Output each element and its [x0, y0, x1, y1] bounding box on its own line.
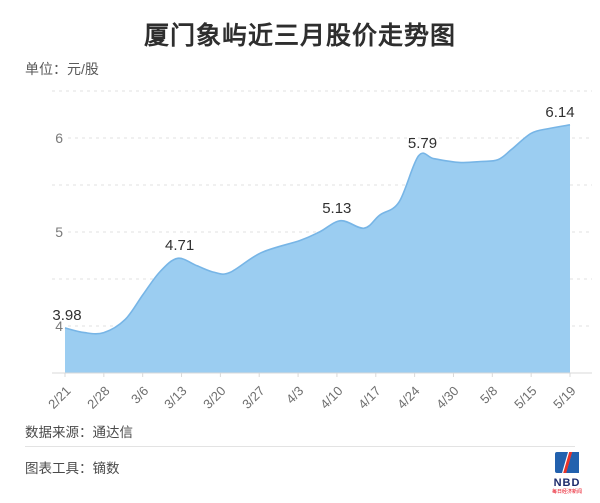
x-axis-label: 5/15: [510, 383, 540, 412]
x-axis-label: 2/21: [44, 383, 74, 412]
x-axis-label: 4/17: [355, 383, 385, 412]
x-axis-label: 4/24: [394, 383, 423, 412]
x-axis-label: 2/28: [83, 383, 113, 412]
x-axis-label: 3/6: [127, 383, 151, 407]
data-source-label: 数据来源：通达信: [25, 425, 133, 440]
y-axis-label: 6: [55, 130, 63, 146]
y-axis-label: 4: [55, 318, 63, 334]
data-point-label: 5.79: [407, 134, 438, 152]
nbd-logo-icon: [555, 452, 579, 473]
footer-divider: [25, 446, 575, 447]
x-axis-label: 3/20: [200, 383, 229, 412]
y-axis-label: 5: [55, 224, 63, 240]
x-axis-label: 3/27: [239, 383, 268, 412]
x-axis-label: 4/3: [282, 383, 307, 407]
chart-tool-label: 图表工具：镝数: [25, 461, 120, 476]
nbd-logo: NBD 每日经济新闻: [550, 452, 584, 495]
x-axis-label: 4/30: [433, 383, 462, 412]
nbd-logo-subtext: 每日经济新闻: [551, 489, 582, 495]
area-fill: [65, 124, 570, 373]
data-point-label: 4.71: [165, 237, 195, 255]
x-axis-label: 4/10: [316, 383, 346, 412]
nbd-logo-text: NBD: [553, 477, 581, 489]
data-point-label: 5.13: [322, 199, 352, 217]
x-axis-label: 3/13: [161, 383, 190, 412]
x-axis-label: 5/19: [549, 383, 579, 412]
data-point-label: 6.14: [545, 103, 575, 121]
unit-label: 单位：元/股: [25, 61, 99, 77]
chart-title: 厦门象屿近三月股价走势图: [143, 22, 456, 50]
price-line: [64, 124, 571, 335]
x-axis-label: 5/8: [477, 383, 501, 407]
data-point-label: 3.98: [52, 306, 82, 324]
